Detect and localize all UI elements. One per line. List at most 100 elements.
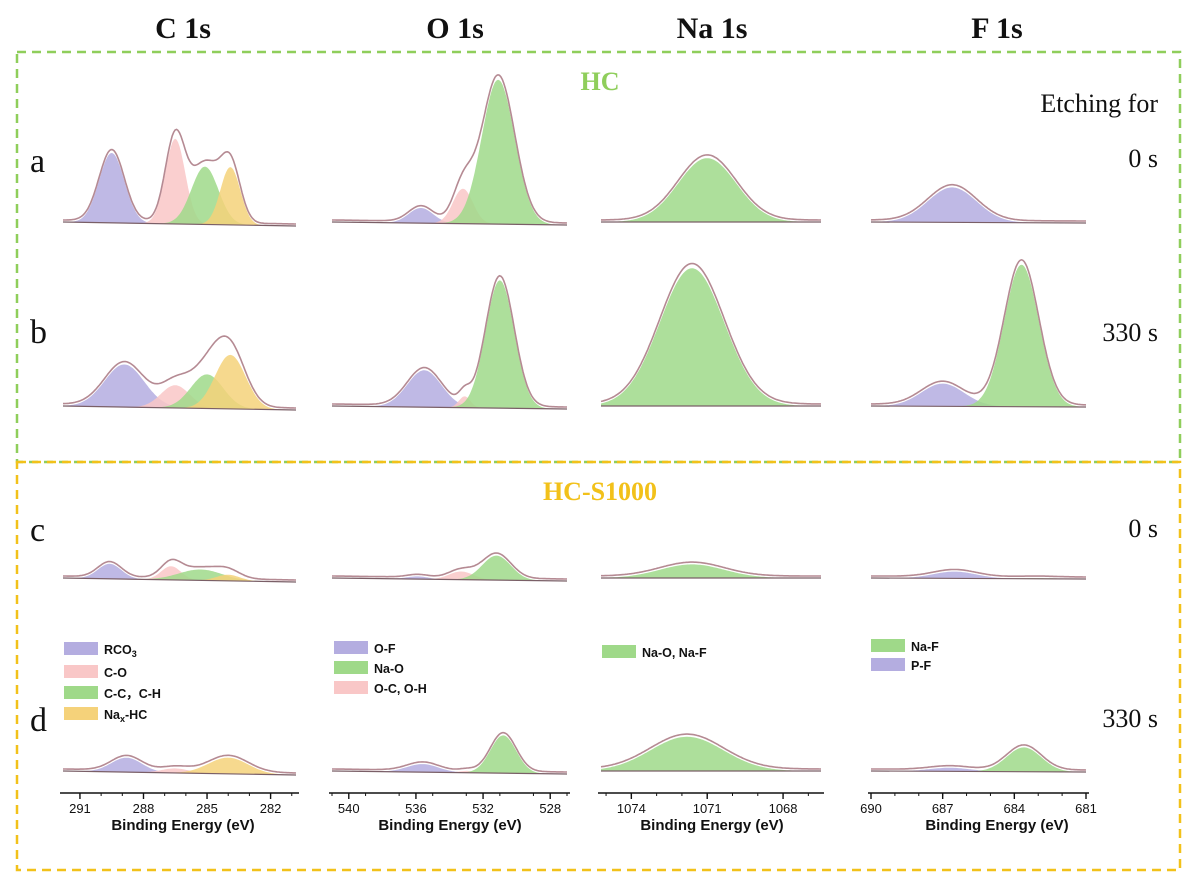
baseline bbox=[62, 577, 297, 583]
legend-label-o-c: O-C, O-H bbox=[374, 682, 427, 696]
legend-swatch-na-o-na-f bbox=[602, 645, 636, 658]
peak-na-o-na-f bbox=[601, 268, 821, 406]
legend-swatch-o-c bbox=[334, 681, 368, 694]
row-label-b: b bbox=[30, 314, 47, 351]
legend-c1s: RCO3 C-O C-C，C-H Nax-HC bbox=[64, 642, 161, 724]
envelope-line bbox=[870, 183, 1086, 222]
legend-swatch-c-c bbox=[64, 686, 98, 699]
panel-d-na1s bbox=[600, 733, 821, 772]
tick-label: 681 bbox=[1075, 801, 1097, 816]
envelope-line bbox=[601, 154, 821, 221]
x-axis-f1s: 690 687 684 681 bbox=[860, 792, 1097, 816]
tick-label: 288 bbox=[133, 801, 155, 816]
tick-label: 540 bbox=[338, 801, 360, 816]
envelope-line bbox=[332, 73, 568, 224]
peak-na-o bbox=[332, 280, 567, 409]
peak-rco3 bbox=[63, 153, 296, 226]
tick-label: 687 bbox=[932, 801, 954, 816]
etch-time-b: 330 s bbox=[1102, 318, 1158, 347]
tick-label: 532 bbox=[472, 801, 494, 816]
envelope-line bbox=[63, 558, 296, 581]
legend-swatch-o-f bbox=[334, 641, 368, 654]
baseline bbox=[870, 770, 1087, 773]
legend-swatch-na-f bbox=[871, 639, 905, 652]
baseline bbox=[62, 770, 297, 776]
panel-b-o1s bbox=[331, 274, 568, 410]
group-label-hc: HC bbox=[581, 67, 620, 96]
envelope-line bbox=[871, 568, 1086, 578]
panel-b-c1s bbox=[62, 335, 297, 411]
legend-label-nax-hc: Nax-HC bbox=[104, 708, 147, 724]
envelope-line bbox=[871, 744, 1087, 771]
panel-a-na1s bbox=[601, 154, 821, 223]
group-label-hc-s1000: HC-S1000 bbox=[543, 477, 657, 506]
peak-na-f bbox=[871, 747, 1086, 772]
panel-a-o1s bbox=[331, 73, 568, 226]
peak-nax-hc bbox=[63, 757, 296, 775]
legend-swatch-na-o bbox=[334, 661, 368, 674]
panel-c-na1s bbox=[601, 561, 821, 579]
peak-p-f bbox=[871, 187, 1086, 223]
legend-label-na-f: Na-F bbox=[911, 640, 939, 654]
peak-c-c-c-h bbox=[63, 374, 296, 410]
row-label-c: c bbox=[30, 512, 45, 549]
x-axis-o1s: 540 536 532 528 bbox=[329, 792, 570, 816]
legend-o1s: O-F Na-O O-C, O-H bbox=[334, 641, 427, 696]
tick-label: 684 bbox=[1003, 801, 1025, 816]
envelope-line bbox=[63, 128, 296, 225]
envelope-line bbox=[332, 274, 567, 408]
tick-label: 1068 bbox=[769, 801, 798, 816]
panel-c-f1s bbox=[870, 568, 1087, 580]
baseline bbox=[331, 405, 568, 410]
x-axis-title-o1s: Binding Energy (eV) bbox=[378, 817, 521, 834]
legend-swatch-nax-hc bbox=[64, 707, 98, 720]
peak-c-o bbox=[63, 768, 296, 775]
peak-p-f bbox=[871, 383, 1086, 407]
peak-na-o-na-f bbox=[601, 564, 821, 578]
legend-label-rco3: RCO3 bbox=[104, 643, 137, 659]
legend-label-o-f: O-F bbox=[374, 642, 396, 656]
peak-na-o bbox=[332, 735, 567, 774]
peak-na-o bbox=[332, 79, 567, 225]
envelope-line bbox=[600, 733, 821, 770]
legend-label-c-o: C-O bbox=[104, 666, 127, 680]
x-axis-c1s: 291 288 285 282 bbox=[60, 792, 299, 816]
peak-na-o-na-f bbox=[601, 736, 821, 771]
peak-nax-hc bbox=[63, 574, 296, 582]
peak-nax-hc bbox=[63, 354, 296, 410]
legend-label-na-o: Na-O bbox=[374, 662, 404, 676]
column-title-c1s: C 1s bbox=[155, 12, 211, 45]
tick-label: 285 bbox=[196, 801, 218, 816]
envelope-line bbox=[332, 552, 567, 580]
panel-a-c1s bbox=[62, 128, 297, 227]
peak-c-o bbox=[63, 385, 296, 410]
etch-time-d: 330 s bbox=[1102, 704, 1158, 733]
baseline bbox=[62, 221, 297, 227]
legend-f1s: Na-F P-F bbox=[871, 639, 939, 673]
baseline bbox=[870, 221, 1087, 224]
peak-na-f bbox=[871, 264, 1086, 407]
panel-c-c1s bbox=[62, 558, 297, 583]
legend-label-na-o-na-f: Na-O, Na-F bbox=[642, 646, 707, 660]
panel-d-f1s bbox=[870, 744, 1087, 773]
axes-layer: 291 288 285 282 540 536 532 528 1074 1071 1068 690 6… bbox=[60, 792, 1097, 816]
panel-a-f1s bbox=[870, 183, 1087, 224]
etching-header: Etching for bbox=[1040, 89, 1158, 118]
peak-o-c-o-h bbox=[332, 571, 567, 581]
baseline bbox=[331, 221, 568, 226]
legend-na1s: Na-O, Na-F bbox=[602, 645, 707, 660]
column-title-na1s: Na 1s bbox=[677, 12, 748, 45]
hc-s1000-group-frame bbox=[15, 460, 1182, 872]
panel-b-f1s bbox=[870, 258, 1087, 408]
baseline bbox=[870, 405, 1087, 408]
legend-label-p-f: P-F bbox=[911, 659, 932, 673]
column-title-o1s: O 1s bbox=[426, 12, 484, 45]
peak-p-f bbox=[871, 571, 1086, 579]
legend-swatch-rco3 bbox=[64, 642, 98, 655]
spectra-layer bbox=[62, 73, 1087, 776]
legend-swatch-p-f bbox=[871, 658, 905, 671]
panel-d-o1s bbox=[331, 731, 568, 775]
tick-label: 282 bbox=[260, 801, 282, 816]
row-label-d: d bbox=[30, 702, 47, 739]
x-axis-title-f1s: Binding Energy (eV) bbox=[925, 817, 1068, 834]
